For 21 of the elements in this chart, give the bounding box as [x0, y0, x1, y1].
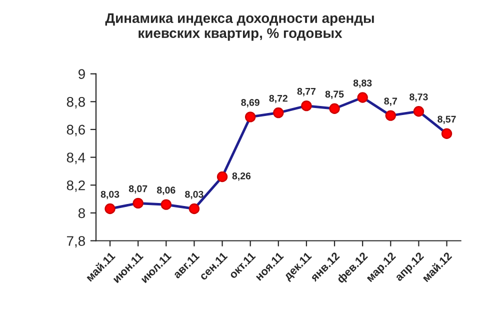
data-label: 8,77	[297, 88, 316, 96]
data-label: 8,73	[410, 93, 428, 102]
data-label: 8,26	[232, 172, 251, 181]
y-tick-label: 8,8	[66, 96, 85, 108]
chart-title: Динамика индекса доходности аренды киевских квартир, % годовых	[105, 13, 374, 41]
data-label: 8,83	[353, 80, 372, 88]
data-label: 8,57	[438, 116, 456, 124]
data-label: 8,75	[325, 90, 344, 99]
data-label: 8,72	[269, 94, 288, 104]
data-label: 8,03	[100, 190, 120, 200]
y-tick-label: 8,2	[66, 180, 85, 192]
y-tick-label: 8,6	[66, 124, 85, 136]
data-label: 8,7	[384, 98, 397, 106]
y-tick-label: 9	[78, 69, 85, 79]
y-tick-label: 8	[78, 208, 85, 218]
data-label: 8,69	[241, 99, 260, 108]
y-tick-label: 8,4	[66, 152, 86, 164]
data-label: 8,06	[157, 186, 176, 195]
data-label: 8,03	[185, 190, 204, 200]
y-tick-label: 7,8	[66, 236, 85, 248]
data-label: 8,07	[128, 185, 148, 194]
